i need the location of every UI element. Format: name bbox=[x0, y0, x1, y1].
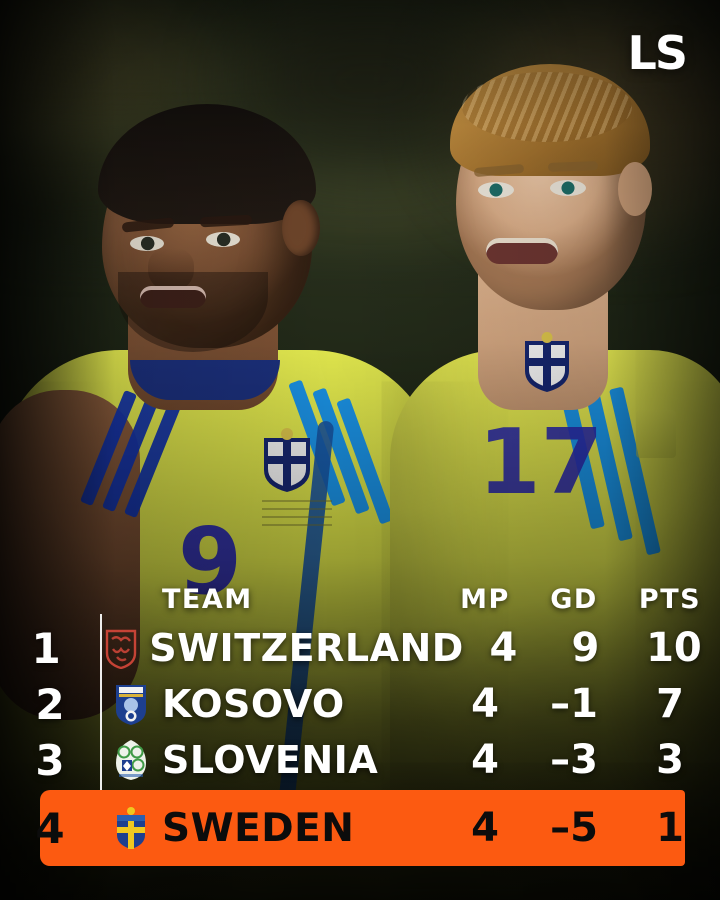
row-mp: 4 bbox=[489, 625, 518, 671]
kosovo-crest-icon bbox=[116, 685, 146, 725]
table-row[interactable]: 3 SLOVENIA 4 –3 3 bbox=[0, 732, 720, 788]
row-pts: 7 bbox=[656, 681, 684, 727]
highlighted-row-background bbox=[40, 790, 685, 866]
row-team-name: SWEDEN bbox=[162, 805, 355, 851]
row-rank: 2 bbox=[35, 679, 65, 729]
row-mp: 4 bbox=[471, 805, 499, 851]
table-header-row: TEAM MP GD PTS bbox=[0, 578, 720, 620]
table-row-highlighted[interactable]: 4 SWEDEN 4 –5 1 bbox=[0, 790, 720, 866]
header-pts: PTS bbox=[638, 583, 702, 615]
row-team-name: KOSOVO bbox=[162, 682, 345, 726]
row-gd: –5 bbox=[550, 805, 598, 851]
slovenia-crest-icon bbox=[116, 740, 146, 780]
row-gd: 9 bbox=[571, 625, 600, 671]
table-row[interactable]: 1 SWITZERLAND 4 9 10 bbox=[0, 620, 720, 676]
row-pts: 1 bbox=[656, 805, 684, 851]
row-rank: 1 bbox=[31, 623, 61, 673]
row-mp: 4 bbox=[471, 681, 499, 727]
row-rank: 3 bbox=[35, 735, 65, 785]
table-row[interactable]: 2 KOSOVO 4 –1 7 bbox=[0, 676, 720, 732]
row-gd: –1 bbox=[550, 681, 598, 727]
row-pts: 10 bbox=[646, 625, 702, 671]
sweden-crest bbox=[100, 807, 162, 849]
switzerland-crest-icon bbox=[105, 629, 136, 669]
slovenia-crest bbox=[100, 739, 162, 781]
header-team: TEAM bbox=[162, 583, 253, 615]
livescore-logo: LS bbox=[627, 26, 688, 80]
header-gd: GD bbox=[550, 583, 598, 615]
kosovo-crest bbox=[100, 683, 162, 725]
row-pts: 3 bbox=[656, 737, 684, 783]
row-mp: 4 bbox=[471, 737, 499, 783]
row-team-name: SWITZERLAND bbox=[149, 626, 464, 670]
header-mp: MP bbox=[460, 583, 510, 615]
sweden-crest-icon bbox=[117, 807, 145, 849]
row-gd: –3 bbox=[550, 737, 598, 783]
row-rank: 4 bbox=[35, 803, 65, 853]
row-team-name: SLOVENIA bbox=[162, 738, 379, 782]
rank-column-divider bbox=[100, 614, 102, 790]
switzerland-crest bbox=[92, 627, 149, 669]
